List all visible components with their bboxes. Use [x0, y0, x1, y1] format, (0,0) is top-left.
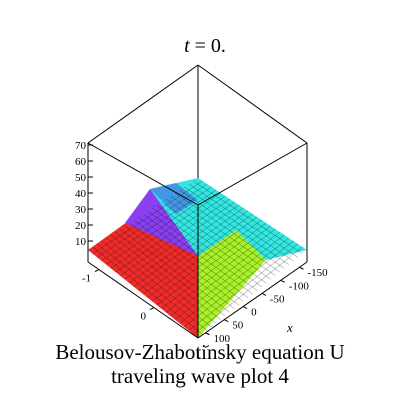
mesh-line [92, 180, 203, 254]
mesh-line [170, 195, 280, 273]
bounding-box-front [87, 142, 308, 339]
surface-cyan-front [236, 230, 307, 260]
plot-title: t = 0. [184, 35, 226, 57]
z-tick-label: 70 [75, 140, 87, 152]
y-tick-label: 0 [141, 311, 147, 323]
mesh-line [124, 225, 235, 309]
mesh-line [184, 240, 294, 328]
z-tick-label: 60 [75, 156, 87, 168]
mesh-line [115, 195, 226, 273]
z-tick-label: 30 [75, 204, 87, 216]
mesh-line [174, 192, 285, 269]
x-tick-label: -100 [289, 280, 310, 292]
mesh-line [184, 186, 294, 262]
mesh-line [133, 219, 244, 302]
z-tick-label: 20 [75, 220, 87, 232]
mesh-line [193, 246, 303, 335]
y-tick-label: -1 [82, 273, 91, 285]
mesh-line [138, 216, 249, 298]
x-tick-mark [261, 293, 267, 296]
mesh-line [165, 228, 276, 313]
z-tick-label: 50 [75, 172, 87, 184]
z-tick-label: 10 [75, 236, 87, 248]
mesh-line [133, 207, 244, 287]
surface-blue-shade [150, 183, 198, 214]
y-tick-mark [149, 307, 155, 311]
surface-red-region [88, 214, 198, 338]
mesh-line [119, 228, 230, 313]
x-tick-label: 100 [214, 333, 231, 345]
mesh-line [101, 240, 212, 328]
mesh-line [97, 183, 208, 258]
x-tick-mark [280, 279, 285, 283]
x-tick-mark [299, 266, 304, 270]
mesh-line [101, 186, 212, 262]
x-axis-label: x [286, 320, 293, 335]
mesh-line [161, 201, 271, 280]
caption-line-1: Belousov-Zhabotinsky equation U [55, 340, 345, 364]
x-tick-mark [242, 306, 248, 309]
x-tick-label: -50 [270, 293, 285, 305]
x-tick-mark [205, 332, 210, 336]
x-tick-mark [224, 319, 229, 323]
surface-green-region [198, 230, 266, 338]
mesh-line [110, 192, 221, 269]
y-tick-mark [204, 345, 210, 349]
mesh-line [129, 222, 240, 306]
mesh-line [92, 246, 203, 335]
title-value: = 0. [190, 35, 226, 57]
title-variable: t [184, 35, 190, 57]
mesh-line [188, 183, 299, 258]
mesh-line [165, 198, 276, 276]
mesh-line [174, 234, 285, 320]
mesh-line [161, 225, 271, 309]
mesh-line [110, 234, 221, 320]
surface [88, 178, 307, 338]
mesh-line [193, 180, 303, 254]
mesh-line [96, 243, 208, 331]
mesh-line [106, 189, 217, 265]
caption-line-2: traveling wave plot 4 [111, 364, 289, 388]
mesh-line [119, 198, 230, 276]
mesh-line [156, 222, 267, 306]
figure-caption: Belousov-Zhabotinsky equation U travelin… [0, 340, 400, 388]
mesh-line [115, 231, 226, 317]
mesh-line [179, 189, 290, 265]
mesh-line [138, 210, 249, 291]
mesh-line [147, 210, 258, 291]
x-tick-label: 50 [232, 320, 244, 332]
y-axis-ticks: -1 0 1 [82, 269, 210, 361]
y-tick-mark [94, 269, 100, 273]
mesh-line [170, 231, 280, 317]
mesh-line [156, 204, 267, 284]
x-tick-label: -150 [307, 267, 328, 279]
y-tick-label: 1 [196, 349, 202, 361]
mesh-line [188, 243, 299, 331]
mesh-line [124, 201, 235, 280]
x-tick-label: 0 [251, 307, 257, 319]
surface-mesh [92, 180, 303, 335]
mesh-line [151, 207, 262, 287]
mesh-line [147, 216, 258, 298]
z-tick-label: 40 [75, 188, 87, 200]
z-axis-ticks: 10 20 30 40 50 60 70 [75, 140, 93, 248]
mesh-line [151, 219, 262, 302]
mesh-line [129, 204, 240, 284]
